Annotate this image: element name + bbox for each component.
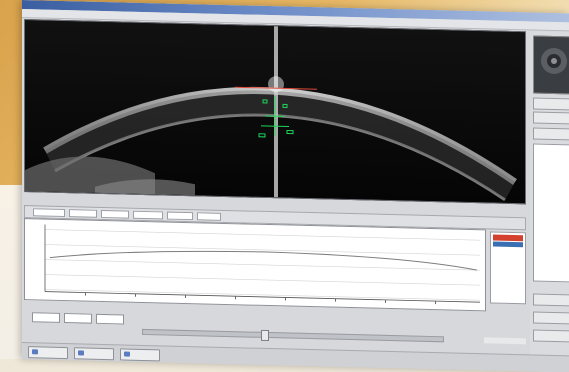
side-button-6[interactable] bbox=[533, 329, 569, 342]
export-icon bbox=[124, 351, 130, 356]
slider-thumb[interactable] bbox=[261, 330, 269, 341]
toolbar-field-1[interactable] bbox=[33, 208, 65, 217]
side-button-3[interactable] bbox=[533, 127, 569, 140]
plot-x-ticks bbox=[85, 293, 436, 305]
application-window bbox=[22, 0, 569, 372]
side-button-4[interactable] bbox=[533, 293, 569, 306]
side-button-5[interactable] bbox=[533, 311, 569, 324]
legend-swatch-blue bbox=[493, 242, 523, 248]
side-button-2[interactable] bbox=[533, 111, 569, 124]
graph-legend bbox=[490, 231, 526, 304]
side-panel bbox=[530, 31, 569, 372]
oct-scan-view[interactable] bbox=[24, 19, 526, 204]
control-input-1[interactable] bbox=[32, 312, 60, 323]
plot-x-axis bbox=[45, 292, 480, 303]
save-icon bbox=[32, 349, 38, 354]
status-bar bbox=[22, 342, 569, 372]
thickness-plot bbox=[25, 219, 485, 310]
status-button-1[interactable] bbox=[28, 346, 68, 359]
control-input-3[interactable] bbox=[96, 314, 124, 325]
toolbar-field-4[interactable] bbox=[133, 211, 163, 220]
side-button-1[interactable] bbox=[533, 97, 569, 110]
eye-thumbnail[interactable] bbox=[533, 35, 569, 94]
toolbar-field-5[interactable] bbox=[167, 212, 193, 221]
print-icon bbox=[78, 350, 84, 355]
status-button-2[interactable] bbox=[74, 347, 114, 360]
plot-grid bbox=[45, 230, 480, 301]
status-button-3[interactable] bbox=[120, 348, 160, 361]
side-list-panel[interactable] bbox=[533, 143, 569, 282]
right-readout bbox=[484, 337, 526, 344]
thickness-graph bbox=[24, 218, 486, 311]
toolbar-field-2[interactable] bbox=[69, 209, 97, 218]
legend-swatch-red bbox=[493, 235, 523, 242]
control-input-2[interactable] bbox=[64, 313, 92, 324]
toolbar-field-3[interactable] bbox=[101, 210, 129, 219]
toolbar-field-6[interactable] bbox=[197, 212, 221, 221]
oct-scan-image bbox=[25, 20, 525, 203]
